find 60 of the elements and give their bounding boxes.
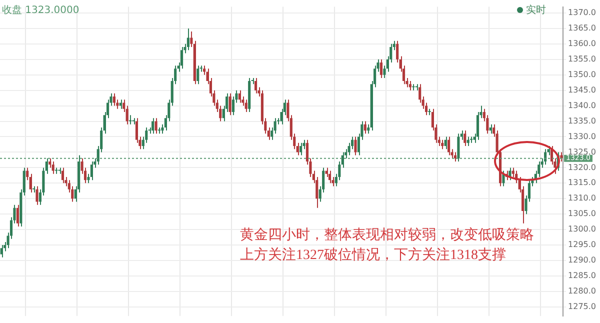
- annotation: 黄金四小时，整体表现相对较弱，改变低吸策略: [240, 226, 534, 244]
- candlestick: [112, 92, 116, 106]
- candlestick: [154, 118, 158, 134]
- candlestick: [196, 65, 200, 85]
- candlestick: [380, 58, 383, 78]
- candlestick: [244, 99, 248, 112]
- candlestick: [466, 136, 470, 147]
- candlestick: [448, 136, 450, 156]
- y-tick-label: 1330.0: [568, 132, 596, 141]
- candlestick: [464, 130, 466, 147]
- candlestick: [364, 120, 366, 134]
- candlestick: [152, 118, 154, 134]
- candlestick: [90, 161, 93, 181]
- candlestick: [502, 170, 505, 187]
- y-tick-label: 1275.0: [568, 302, 596, 311]
- candlestick: [544, 148, 547, 166]
- y-tick-label: 1290.0: [568, 256, 596, 265]
- y-tick-label: 1280.0: [568, 286, 596, 296]
- y-tick-label: 1350.0: [568, 70, 596, 79]
- candlestick: [228, 92, 232, 116]
- candlestick: [476, 111, 480, 140]
- y-tick-label: 1345.0: [568, 85, 596, 94]
- candlestick: [444, 136, 447, 150]
- y-tick-label: 1300.0: [568, 224, 596, 234]
- y-tick-label: 1285.0: [568, 271, 596, 280]
- candlestick: [457, 133, 460, 162]
- y-tick-label: 1360.0: [568, 39, 596, 48]
- y-tick-label: 1305.0: [568, 209, 596, 218]
- candlestick: [48, 158, 52, 168]
- candlestick: [119, 99, 122, 110]
- y-tick-label: 1320.0: [568, 162, 596, 172]
- annotation: 实时: [526, 4, 546, 17]
- candlestick: [36, 186, 38, 206]
- y-tick-label: 1310.0: [568, 194, 596, 203]
- candlestick: [418, 84, 422, 104]
- annotation: 上方关注1327破位情况，下方关注1318支撑: [240, 246, 506, 264]
- candlestick: [52, 161, 54, 174]
- candlestick: [325, 167, 328, 178]
- candlestick: [129, 114, 132, 125]
- y-tick-label: 1370.0: [568, 8, 596, 18]
- candlestick: [238, 90, 241, 104]
- y-tick-label: 1315.0: [568, 178, 596, 188]
- y-tick-label: 1295.0: [568, 240, 596, 250]
- y-tick-label: 1335.0: [568, 116, 596, 126]
- y-tick-label: 1340.0: [568, 100, 596, 110]
- candlestick: [180, 46, 184, 70]
- candlestick: [441, 139, 444, 150]
- annotation: 收盘 1323.0000: [2, 4, 80, 17]
- candlestick: [0, 244, 3, 258]
- candlestick: [489, 124, 492, 134]
- y-tick-label: 1355.0: [568, 54, 596, 64]
- candlestick: [300, 142, 302, 156]
- y-tick-label: 1365.0: [568, 24, 596, 33]
- candlestick: [328, 170, 332, 184]
- candlestick: [16, 204, 19, 227]
- candlestick: [186, 28, 190, 51]
- y-tick-label: 1325.0: [568, 147, 596, 156]
- candlestick: [454, 152, 457, 162]
- candlestick: [354, 136, 357, 156]
- candlestick: [408, 80, 412, 91]
